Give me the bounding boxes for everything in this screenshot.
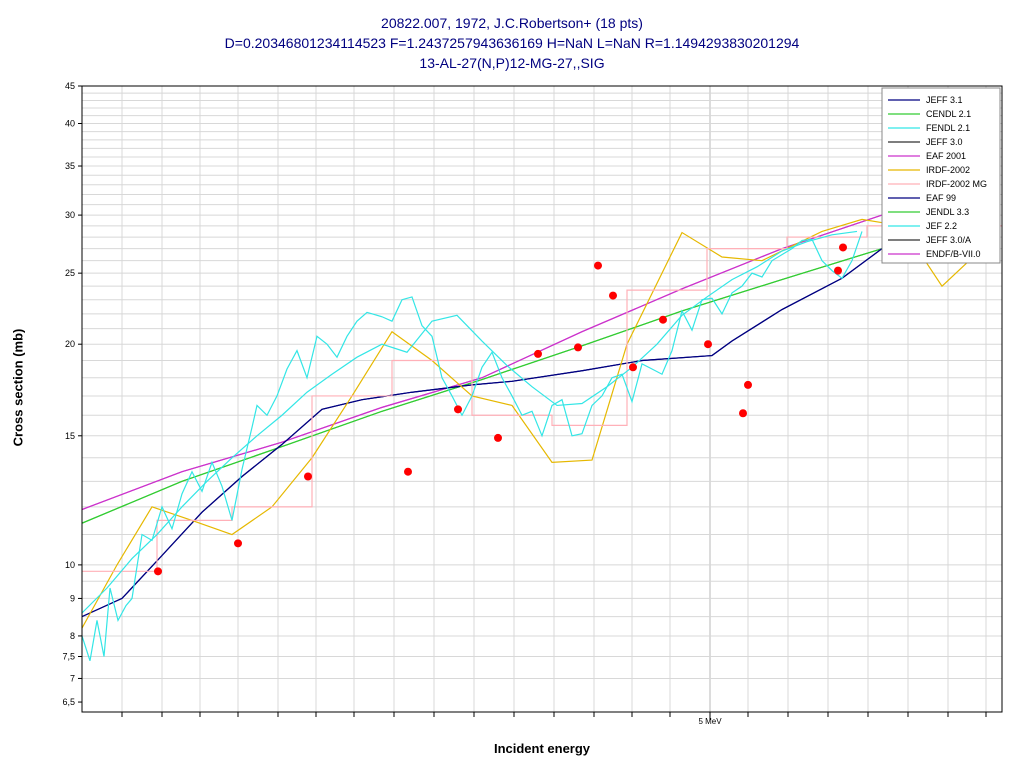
series-line-cendl-2-1 <box>82 214 983 524</box>
measurement-point <box>494 433 502 442</box>
measurement-point <box>304 472 312 481</box>
measurement-point <box>744 380 752 389</box>
series-layer <box>82 184 1002 661</box>
measurement-point <box>454 405 462 414</box>
legend-label: JEFF 3.0/A <box>926 235 971 245</box>
series-line-irdf-2002-mg <box>82 225 1002 572</box>
measurement-point <box>609 291 617 300</box>
legend-label: JEF 2.2 <box>926 221 957 231</box>
legend-label: FENDL 2.1 <box>926 123 970 133</box>
series-line-jef-2-2 <box>82 231 863 661</box>
series-line-jeff-3-1 <box>82 248 883 618</box>
chart-subtitle-parameters: D=0.20346801234114523 F=1.24372579436361… <box>224 35 800 51</box>
x-axis-ticks: 5 MeV <box>121 712 987 726</box>
y-tick-label: 15 <box>65 431 75 441</box>
legend-label: IRDF-2002 MG <box>926 179 987 189</box>
y-axis-ticks: 6,5 7 7,5 8 9 10 15 20 25 30 35 40 45 <box>62 81 82 707</box>
measurement-point <box>834 266 842 275</box>
measurement-points-layer <box>154 243 847 576</box>
y-axis-label: Cross section (mb) <box>10 328 26 447</box>
y-tick-label: 7,5 <box>62 651 75 661</box>
y-tick-label: 40 <box>65 119 75 129</box>
measurement-point <box>839 243 847 252</box>
y-tick-label: 6,5 <box>62 697 75 707</box>
legend-label: JEFF 3.0 <box>926 137 963 147</box>
measurement-point <box>154 567 162 576</box>
y-tick-label: 7 <box>70 673 75 683</box>
measurement-point <box>404 467 412 476</box>
y-axis-label-wrapper: Cross section (mb) <box>8 300 28 480</box>
plot-frame <box>81 85 1003 713</box>
measurement-point <box>594 261 602 270</box>
series-line-eaf-99 <box>82 248 883 618</box>
legend: JEFF 3.1 CENDL 2.1 FENDL 2.1 JEFF 3.0 EAF 20… <box>881 87 1001 264</box>
y-tick-label: 20 <box>65 339 75 349</box>
measurement-point <box>629 363 637 372</box>
legend-label: ENDF/B-VII.0 <box>926 249 981 259</box>
y-tick-label: 30 <box>65 210 75 220</box>
x-tick-label: 5 MeV <box>698 717 722 726</box>
y-tick-label: 9 <box>70 593 75 603</box>
measurement-point <box>739 409 747 418</box>
legend-label: IRDF-2002 <box>926 165 970 175</box>
legend-label: JENDL 3.3 <box>926 207 969 217</box>
legend-label: CENDL 2.1 <box>926 109 971 119</box>
x-axis-label: Incident energy <box>493 741 591 756</box>
measurement-point <box>704 340 712 349</box>
series-line-fendl-2-1 <box>82 230 858 614</box>
legend-label: EAF 99 <box>926 193 956 203</box>
y-tick-label: 10 <box>65 560 75 570</box>
y-tick-label: 45 <box>65 81 75 91</box>
legend-label: EAF 2001 <box>926 151 966 161</box>
measurement-point <box>534 349 542 358</box>
series-line-endf-b-vii-0 <box>82 184 983 511</box>
chart-title: 20822.007, 1972, J.C.Robertson+ (18 pts) <box>381 15 643 31</box>
legend-label: JEFF 3.1 <box>926 95 963 105</box>
y-tick-label: 35 <box>65 161 75 171</box>
measurement-point <box>234 539 242 548</box>
grid-layer <box>82 85 1002 712</box>
series-line-jendl-3-3 <box>82 214 983 524</box>
legend-box <box>881 87 1001 264</box>
measurement-point <box>659 315 667 324</box>
measurement-point <box>574 343 582 352</box>
y-tick-label: 25 <box>65 268 75 278</box>
y-tick-label: 8 <box>70 631 75 641</box>
series-line-irdf-2002 <box>82 218 983 629</box>
chart-subtitle-reaction: 13-AL-27(N,P)12-MG-27,,SIG <box>419 55 605 71</box>
